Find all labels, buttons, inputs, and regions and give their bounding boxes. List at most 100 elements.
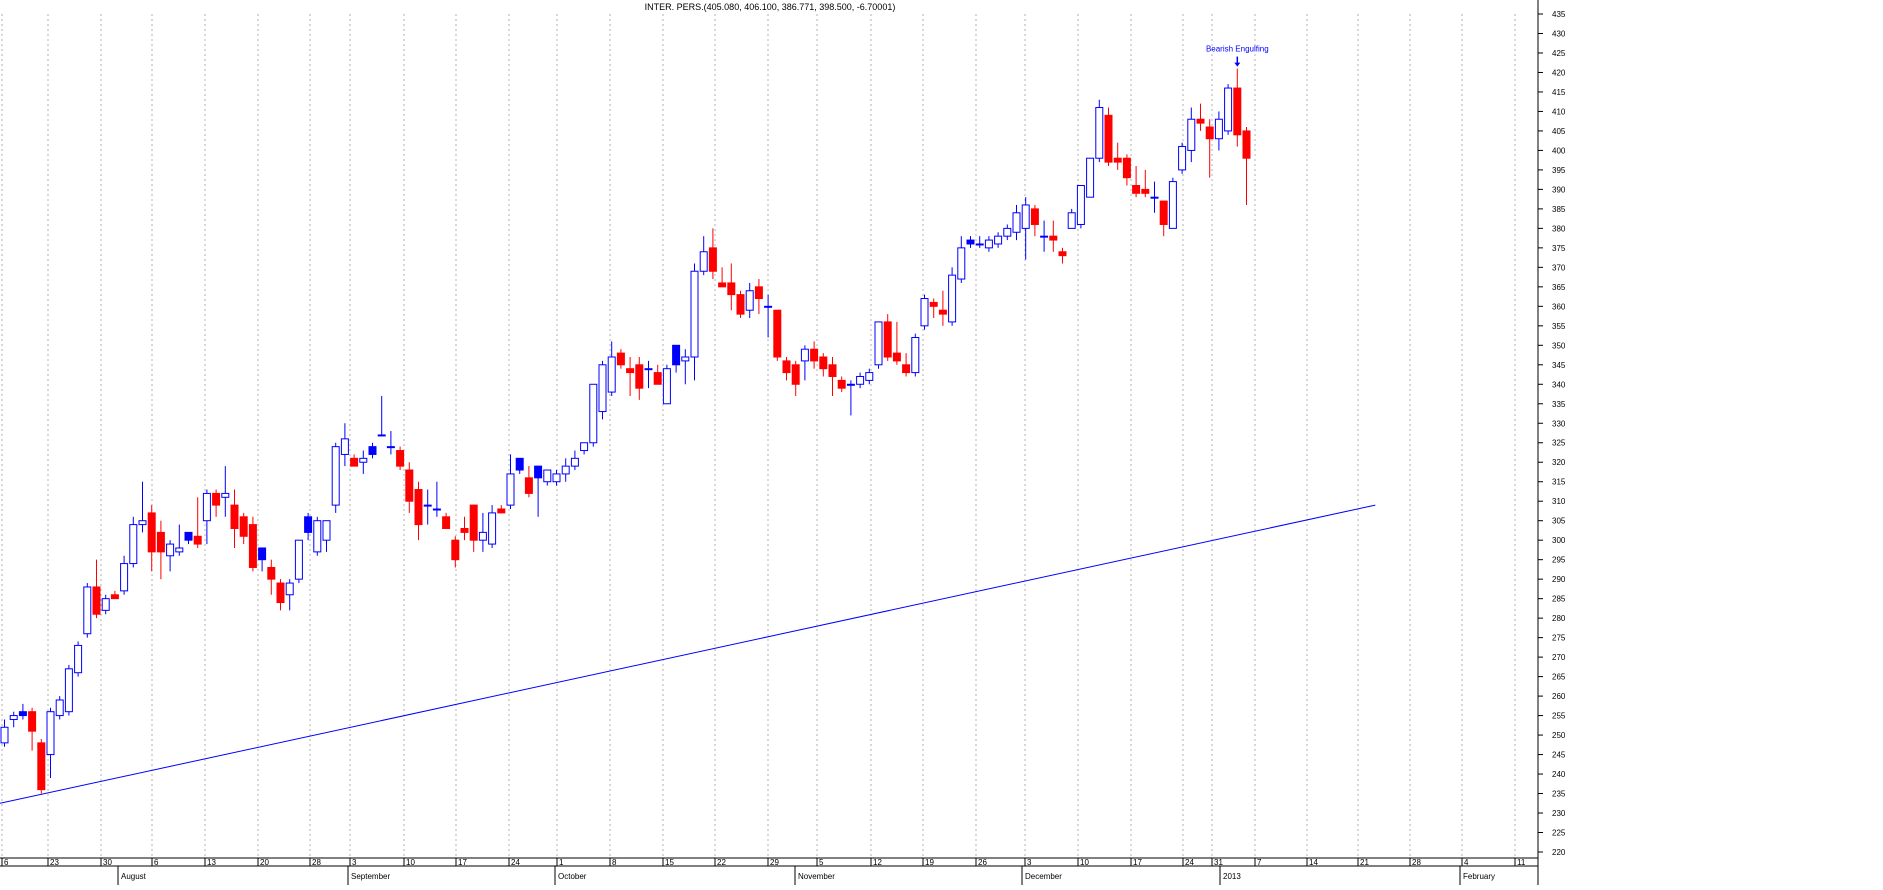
candle xyxy=(1049,220,1058,252)
candle-body xyxy=(764,305,773,308)
candle-body xyxy=(497,508,506,514)
candle-body xyxy=(166,543,175,557)
candle-body xyxy=(718,282,727,288)
y-tick-label: 250 xyxy=(1552,731,1566,740)
candle xyxy=(350,454,359,467)
candle-body xyxy=(616,352,625,366)
candle xyxy=(488,505,497,548)
y-tick-label: 310 xyxy=(1552,497,1566,506)
candle-body xyxy=(1113,157,1122,163)
candle-body xyxy=(561,465,570,475)
candle xyxy=(865,368,874,385)
candle xyxy=(193,497,202,548)
candle xyxy=(681,349,690,385)
x-tick-label: 3 xyxy=(1027,858,1032,867)
candle xyxy=(1040,220,1049,252)
candle-body xyxy=(883,321,892,358)
candle xyxy=(451,536,460,568)
candle xyxy=(1196,103,1205,131)
candle-body xyxy=(957,247,966,280)
candle-body xyxy=(377,434,386,437)
candle-body xyxy=(1150,196,1159,199)
candle-body xyxy=(1196,118,1205,124)
y-tick-label: 305 xyxy=(1552,517,1566,526)
candle-body xyxy=(9,715,18,720)
candle xyxy=(524,466,533,498)
y-tick-label: 325 xyxy=(1552,439,1566,448)
candle-body xyxy=(432,508,441,511)
y-tick-label: 290 xyxy=(1552,575,1566,584)
candle-body xyxy=(221,492,230,498)
candle xyxy=(1030,204,1039,237)
candle xyxy=(580,442,589,455)
candle-body xyxy=(1076,184,1085,225)
candle xyxy=(764,294,773,338)
candle xyxy=(791,360,800,396)
candle xyxy=(727,263,736,311)
candle-body xyxy=(984,239,993,249)
candle xyxy=(616,349,625,369)
candle-body xyxy=(64,668,73,713)
candle-body xyxy=(846,383,855,386)
y-tick-label: 405 xyxy=(1552,127,1566,136)
candle xyxy=(883,314,892,361)
y-tick-label: 315 xyxy=(1552,478,1566,487)
grid xyxy=(1,14,1516,858)
annotation-arrowhead xyxy=(1234,62,1241,67)
candle-body xyxy=(856,375,865,385)
candle-body xyxy=(524,477,533,494)
candle xyxy=(497,505,506,514)
candle-body xyxy=(55,699,64,717)
candle-body xyxy=(754,286,763,300)
y-tick-label: 230 xyxy=(1552,809,1566,818)
candle-body xyxy=(460,527,469,533)
candle-body xyxy=(248,524,257,568)
candle xyxy=(570,450,579,471)
chart-title: INTER. PERS.(405.080, 406.100, 386.771, … xyxy=(645,2,896,12)
candle-body xyxy=(1040,235,1049,238)
candle-body xyxy=(828,364,837,377)
candle xyxy=(672,344,681,373)
candle xyxy=(810,341,819,369)
candle xyxy=(1067,208,1076,229)
candle-body xyxy=(506,473,515,506)
candle xyxy=(331,442,340,513)
candle xyxy=(957,236,966,283)
annotation-label: Bearish Engulfing xyxy=(1206,45,1269,54)
candle-body xyxy=(800,348,809,362)
candle-body xyxy=(1187,118,1196,151)
candle-body xyxy=(1049,235,1058,241)
x-tick-label: 23 xyxy=(50,858,59,867)
candle-body xyxy=(570,457,579,467)
candle-body xyxy=(156,531,165,553)
candle xyxy=(948,267,957,326)
candle-body xyxy=(773,309,782,358)
candle-body xyxy=(607,356,616,393)
candle-body xyxy=(331,446,340,506)
candle xyxy=(74,641,83,677)
candle xyxy=(285,579,294,611)
candle xyxy=(64,664,73,716)
candle-body xyxy=(635,364,644,389)
x-tick-label: 24 xyxy=(511,858,520,867)
candle-body xyxy=(1012,212,1021,233)
candle xyxy=(966,236,975,248)
candle xyxy=(1113,142,1122,170)
candle-body xyxy=(745,290,754,311)
x-tick-label: 17 xyxy=(1133,858,1142,867)
candle-body xyxy=(469,504,478,541)
candle xyxy=(994,232,1003,248)
candle xyxy=(929,298,938,319)
y-tick-label: 240 xyxy=(1552,770,1566,779)
y-tick-label: 385 xyxy=(1552,205,1566,214)
candle xyxy=(405,462,414,513)
candle xyxy=(837,376,846,393)
candle xyxy=(874,321,883,369)
candle xyxy=(736,290,745,319)
candle xyxy=(892,321,901,365)
candle xyxy=(607,341,616,396)
candle-body xyxy=(442,516,451,529)
candle xyxy=(184,531,193,545)
candle-body xyxy=(1058,251,1067,257)
candle-body xyxy=(534,465,543,479)
